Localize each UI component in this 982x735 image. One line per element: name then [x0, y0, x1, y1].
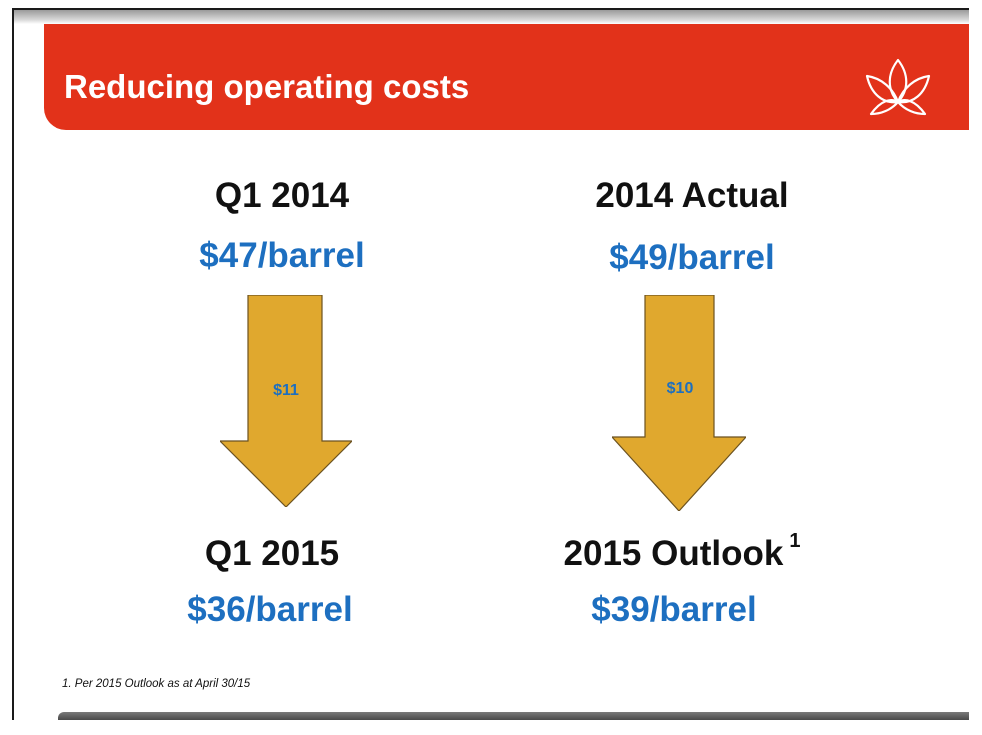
right-result-price: $39/barrel — [591, 590, 757, 629]
right-period-price: $49/barrel — [609, 238, 775, 277]
left-reduction-label: $11 — [273, 382, 299, 399]
slide: Reducing operating costs Q1 2014 $47/bar… — [12, 8, 969, 720]
right-down-arrow — [612, 295, 746, 511]
page-title: Reducing operating costs — [64, 68, 470, 105]
left-down-arrow — [220, 295, 352, 507]
bottom-bar — [58, 712, 969, 720]
right-result-heading-text: 2015 Outlook — [563, 534, 784, 573]
left-period-price: $47/barrel — [199, 236, 365, 275]
top-gradient-strip — [14, 10, 969, 24]
right-result-heading: 2015 Outlook 1 — [532, 530, 832, 574]
left-result-price: $36/barrel — [187, 590, 353, 629]
left-result-heading: Q1 2015 — [204, 534, 340, 573]
lotus-flower-icon — [865, 58, 931, 116]
right-reduction-label: $10 — [666, 380, 694, 397]
footnote-marker: 1 — [789, 530, 801, 552]
title-bar: Reducing operating costs — [44, 24, 969, 130]
right-period-heading: 2014 Actual — [595, 176, 789, 215]
left-period-heading: Q1 2014 — [214, 176, 350, 215]
footnote: 1. Per 2015 Outlook as at April 30/15 — [62, 678, 251, 690]
